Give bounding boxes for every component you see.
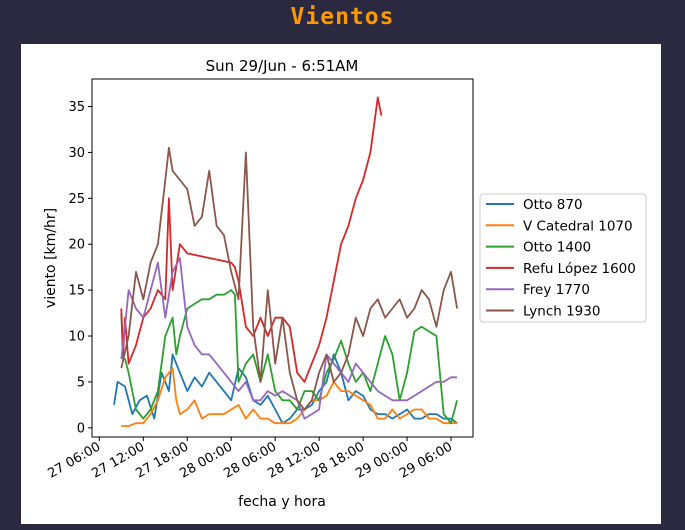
y-tick-label: 10 xyxy=(68,330,85,345)
legend-label: Otto 1400 xyxy=(523,240,591,256)
series-line-1 xyxy=(113,353,458,425)
legend-label: V Catedral 1070 xyxy=(523,218,633,234)
y-tick-label: 0 xyxy=(77,421,85,436)
series-line-3 xyxy=(120,289,458,425)
y-tick-label: 35 xyxy=(68,100,85,115)
y-axis: 0 5 10 15 20 25 30 35 xyxy=(68,100,92,436)
legend-label: Refu López 1600 xyxy=(523,261,636,277)
legend-label: Otto 870 xyxy=(523,197,583,213)
series-line-4 xyxy=(120,96,383,383)
series-line-5 xyxy=(120,257,458,420)
plot-frame xyxy=(91,78,474,438)
y-tick-label: 15 xyxy=(68,284,85,299)
legend: Otto 870 V Catedral 1070 Otto 1400 Refu Lóp… xyxy=(479,193,647,323)
series-line-6 xyxy=(120,146,458,411)
plot-area xyxy=(113,96,458,427)
legend-label: Lynch 1930 xyxy=(523,304,600,320)
y-tick-label: 5 xyxy=(77,375,85,390)
series-line-2 xyxy=(121,367,458,427)
y-tick-label: 20 xyxy=(68,238,85,253)
legend-box xyxy=(479,193,647,323)
chart-title: Sun 29/Jun - 6:51AM xyxy=(206,57,359,75)
legend-label: Frey 1770 xyxy=(523,282,590,298)
chart-figure: Sun 29/Jun - 6:51AM 27 06:00 27 12:00 27 1… xyxy=(21,44,661,524)
page-title: Vientos xyxy=(290,4,395,30)
y-axis-label: viento [km/hr] xyxy=(43,208,59,308)
y-tick-label: 25 xyxy=(68,192,85,207)
y-tick-label: 30 xyxy=(68,146,85,161)
x-axis-label: fecha y hora xyxy=(238,494,326,510)
